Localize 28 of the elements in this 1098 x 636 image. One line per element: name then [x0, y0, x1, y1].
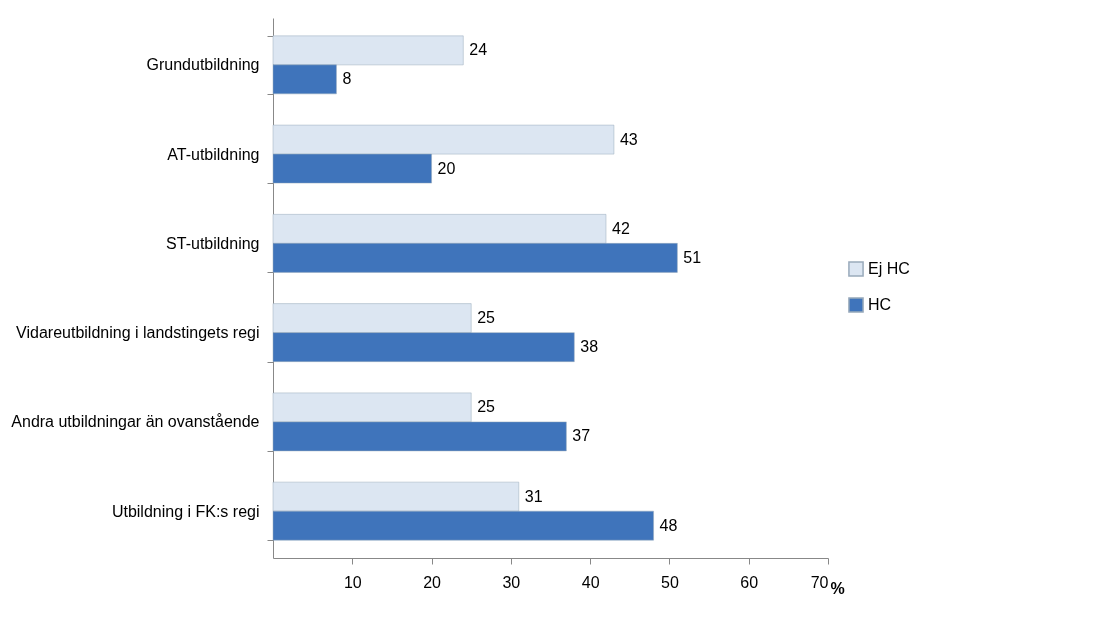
y-tick-label: Grundutbildning	[146, 56, 260, 74]
y-tick-label: AT-utbildning	[167, 145, 260, 163]
data-label: 31	[524, 487, 543, 505]
legend-label: Ej HC	[868, 260, 910, 277]
data-label: 25	[477, 398, 496, 416]
y-tick-label: Andra utbildningar än ovanstående	[11, 413, 260, 431]
y-tick-label: Vidareutbildning i landstingets regi	[16, 324, 260, 342]
data-label: 24	[469, 41, 488, 59]
data-label: 38	[580, 338, 599, 356]
y-tick-label: Utbildning i FK:s regi	[111, 502, 260, 520]
data-label: 51	[683, 248, 702, 266]
x-tick-label: 30	[502, 573, 521, 591]
x-tick-label: 10	[343, 573, 362, 591]
data-label: 37	[572, 427, 591, 445]
x-axis-title: %	[830, 579, 845, 597]
x-tick-label: 50	[661, 573, 679, 591]
y-tick-label: ST-utbildning	[166, 234, 260, 252]
data-label: 43	[619, 130, 638, 148]
data-label: 42	[612, 219, 630, 237]
x-tick-label: 20	[423, 573, 442, 591]
data-label: 25	[477, 309, 496, 327]
legend-label: HC	[868, 296, 892, 313]
data-label: 48	[659, 516, 678, 534]
x-tick-label: 70	[810, 573, 829, 591]
x-tick-label: 60	[740, 573, 759, 591]
data-label: 8	[342, 70, 352, 88]
data-label: 20	[437, 159, 456, 177]
x-tick-label: 40	[581, 573, 600, 591]
